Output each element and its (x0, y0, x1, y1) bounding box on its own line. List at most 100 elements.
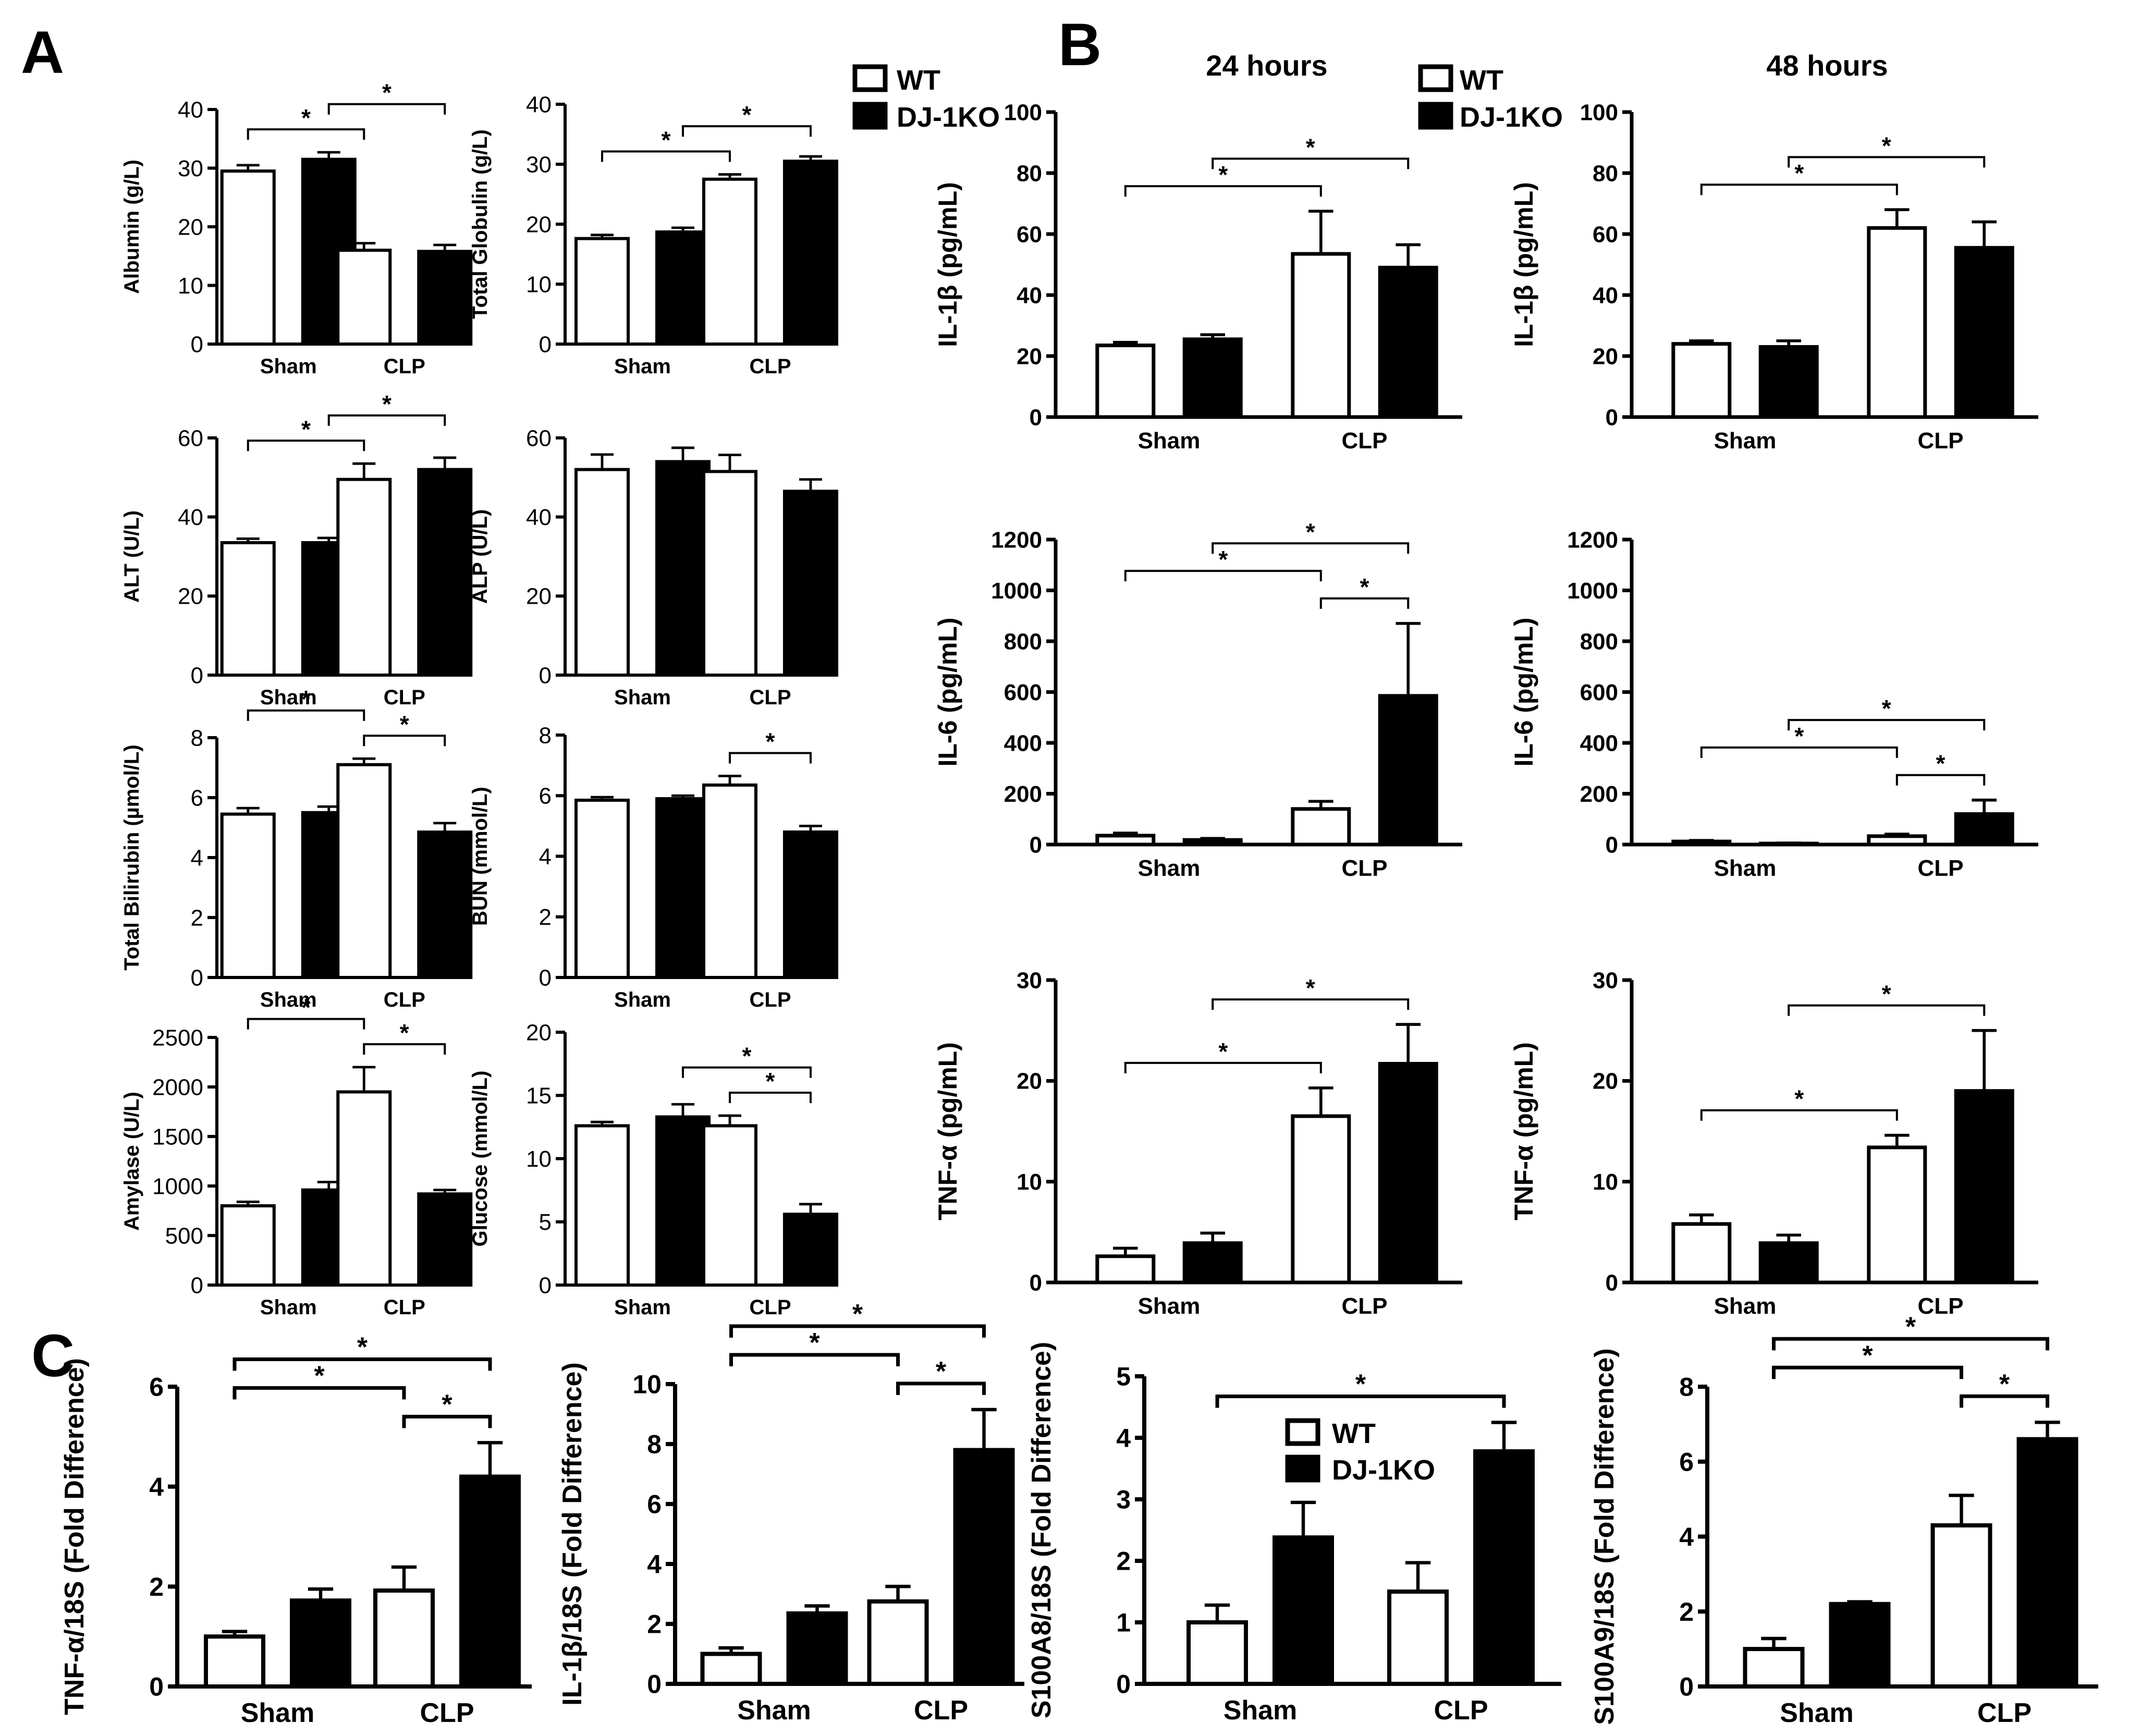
significance-label: * (1936, 750, 1946, 777)
significance-bracket (1124, 1061, 1322, 1073)
y-tick-label: 10 (178, 273, 203, 299)
chart-A_amylase: 0 500 1000 1500 2000 2500 Amylase (U/L) Sham CLP… (120, 994, 473, 1319)
significance-bracket (327, 414, 446, 426)
significance-bracket (1895, 774, 1986, 786)
significance-bracket (363, 1043, 446, 1055)
y-axis-label: IL-1β (pg/mL) (1509, 182, 1538, 347)
significance-label: * (400, 1019, 409, 1046)
bar-ko-clp (783, 1213, 838, 1287)
bar-wt-clp (1291, 807, 1351, 847)
significance-label: * (314, 1361, 325, 1391)
y-tick-label: 8 (1679, 1373, 1694, 1402)
significance-bracket (247, 439, 365, 451)
significance-bracket (601, 150, 731, 162)
y-axis-label: IL-6 (pg/mL) (1509, 617, 1538, 766)
y-tick-label: 20 (1017, 1069, 1042, 1094)
chart-A_alp: 0 20 40 60 ALP (U/L) Sham CLP (469, 425, 838, 709)
significance-label: * (301, 686, 311, 713)
significance-bracket (402, 1414, 492, 1428)
y-tick-label: 10 (632, 1370, 662, 1399)
significance-label: * (301, 994, 311, 1021)
bar-ko-clp (1378, 1061, 1438, 1285)
bar-ko-clp (417, 1192, 473, 1287)
y-tick-label: 1200 (991, 527, 1042, 553)
category-label: CLP (750, 355, 791, 378)
y-tick-label: 30 (526, 152, 552, 177)
bar-ko-clp (783, 490, 838, 677)
chart-B_il1b_48: 0 20 40 60 80 100 IL-1β (pg/mL) Sham CLP * * (1509, 100, 2038, 454)
legend-panel-b: WT DJ-1KO (1418, 64, 1563, 133)
y-tick-label: 4 (1679, 1522, 1694, 1551)
y-tick-label: 1000 (991, 578, 1042, 604)
significance-bracket (729, 1324, 986, 1338)
y-tick-label: 4 (539, 844, 552, 870)
y-tick-label: 6 (647, 1490, 662, 1519)
significance-label: * (301, 415, 311, 443)
bar-ko-clp (783, 160, 838, 346)
significance-bracket (233, 1386, 406, 1400)
y-axis-label: Total Globulin (g/L) (469, 129, 492, 319)
y-tick-label: 1 (1116, 1608, 1131, 1637)
significance-bracket (1700, 184, 1898, 195)
legend-panel-c: WT DJ-1KO (1285, 1418, 1435, 1486)
legend-label-wt: WT (897, 65, 940, 96)
bar-wt-clp (336, 478, 392, 677)
y-tick-label: 10 (526, 272, 552, 297)
category-label: Sham (260, 1296, 317, 1319)
significance-label: * (766, 1068, 775, 1095)
bar-wt-sham (1671, 1222, 1732, 1285)
y-tick-label: 0 (647, 1670, 662, 1699)
chart-B_il1b_24: 0 20 40 60 80 100 IL-1β (pg/mL) Sham CLP * * (933, 100, 1462, 454)
bar-wt-clp (1291, 1114, 1351, 1285)
significance-label: * (1882, 695, 1891, 722)
y-tick-label: 4 (191, 845, 203, 871)
y-tick-label: 0 (191, 663, 203, 688)
y-tick-label: 8 (647, 1430, 662, 1459)
y-tick-label: 0 (1030, 1270, 1042, 1295)
significance-label: * (662, 127, 671, 154)
significance-label: * (1218, 546, 1228, 573)
significance-label: * (1882, 132, 1891, 159)
y-axis-label: TNF-α (pg/mL) (933, 1042, 962, 1220)
panel-label-b: B (1058, 11, 1102, 78)
significance-label: * (357, 1332, 368, 1362)
significance-bracket (1772, 1365, 1963, 1379)
bar-wt-clp (336, 249, 392, 346)
y-tick-label: 0 (1606, 405, 1618, 430)
y-tick-label: 2 (539, 904, 552, 930)
y-tick-label: 6 (149, 1373, 164, 1402)
y-tick-label: 60 (178, 425, 203, 451)
significance-label: * (742, 101, 752, 128)
category-label: Sham (614, 686, 671, 709)
legend-swatch-ko (1418, 102, 1453, 130)
bar-ko-clp (783, 830, 838, 979)
bar-wt-sham (204, 1634, 265, 1689)
bar-ko-clp (417, 830, 473, 979)
y-tick-label: 0 (539, 965, 552, 991)
y-tick-label: 6 (191, 785, 203, 811)
bar-wt-sham (574, 798, 630, 979)
bar-wt-sham (700, 1652, 762, 1686)
y-tick-label: 10 (1017, 1169, 1042, 1195)
significance-bracket (233, 1357, 492, 1371)
bar-ko-clp (417, 250, 473, 346)
y-tick-label: 40 (1593, 283, 1618, 308)
y-axis-label: Total Bilirubin (µmol/L) (120, 744, 143, 970)
y-tick-label: 8 (191, 725, 203, 751)
bar-ko-clp (459, 1474, 521, 1689)
significance-bracket (682, 1066, 812, 1078)
bar-wt-sham (1671, 839, 1732, 847)
legend-label-ko: DJ-1KO (1332, 1454, 1435, 1486)
significance-bracket (327, 103, 446, 115)
bar-ko-sham (786, 1611, 848, 1686)
y-tick-label: 80 (1017, 161, 1042, 186)
y-tick-label: 6 (1679, 1447, 1694, 1476)
bar-ko-sham (655, 230, 711, 346)
timepoint-24h: 24 hours (1206, 49, 1327, 82)
y-tick-label: 30 (178, 156, 203, 181)
category-label: Sham (737, 1695, 811, 1726)
significance-label: * (1306, 974, 1315, 1001)
significance-bracket (1772, 1337, 2049, 1351)
category-label: Sham (260, 686, 317, 709)
